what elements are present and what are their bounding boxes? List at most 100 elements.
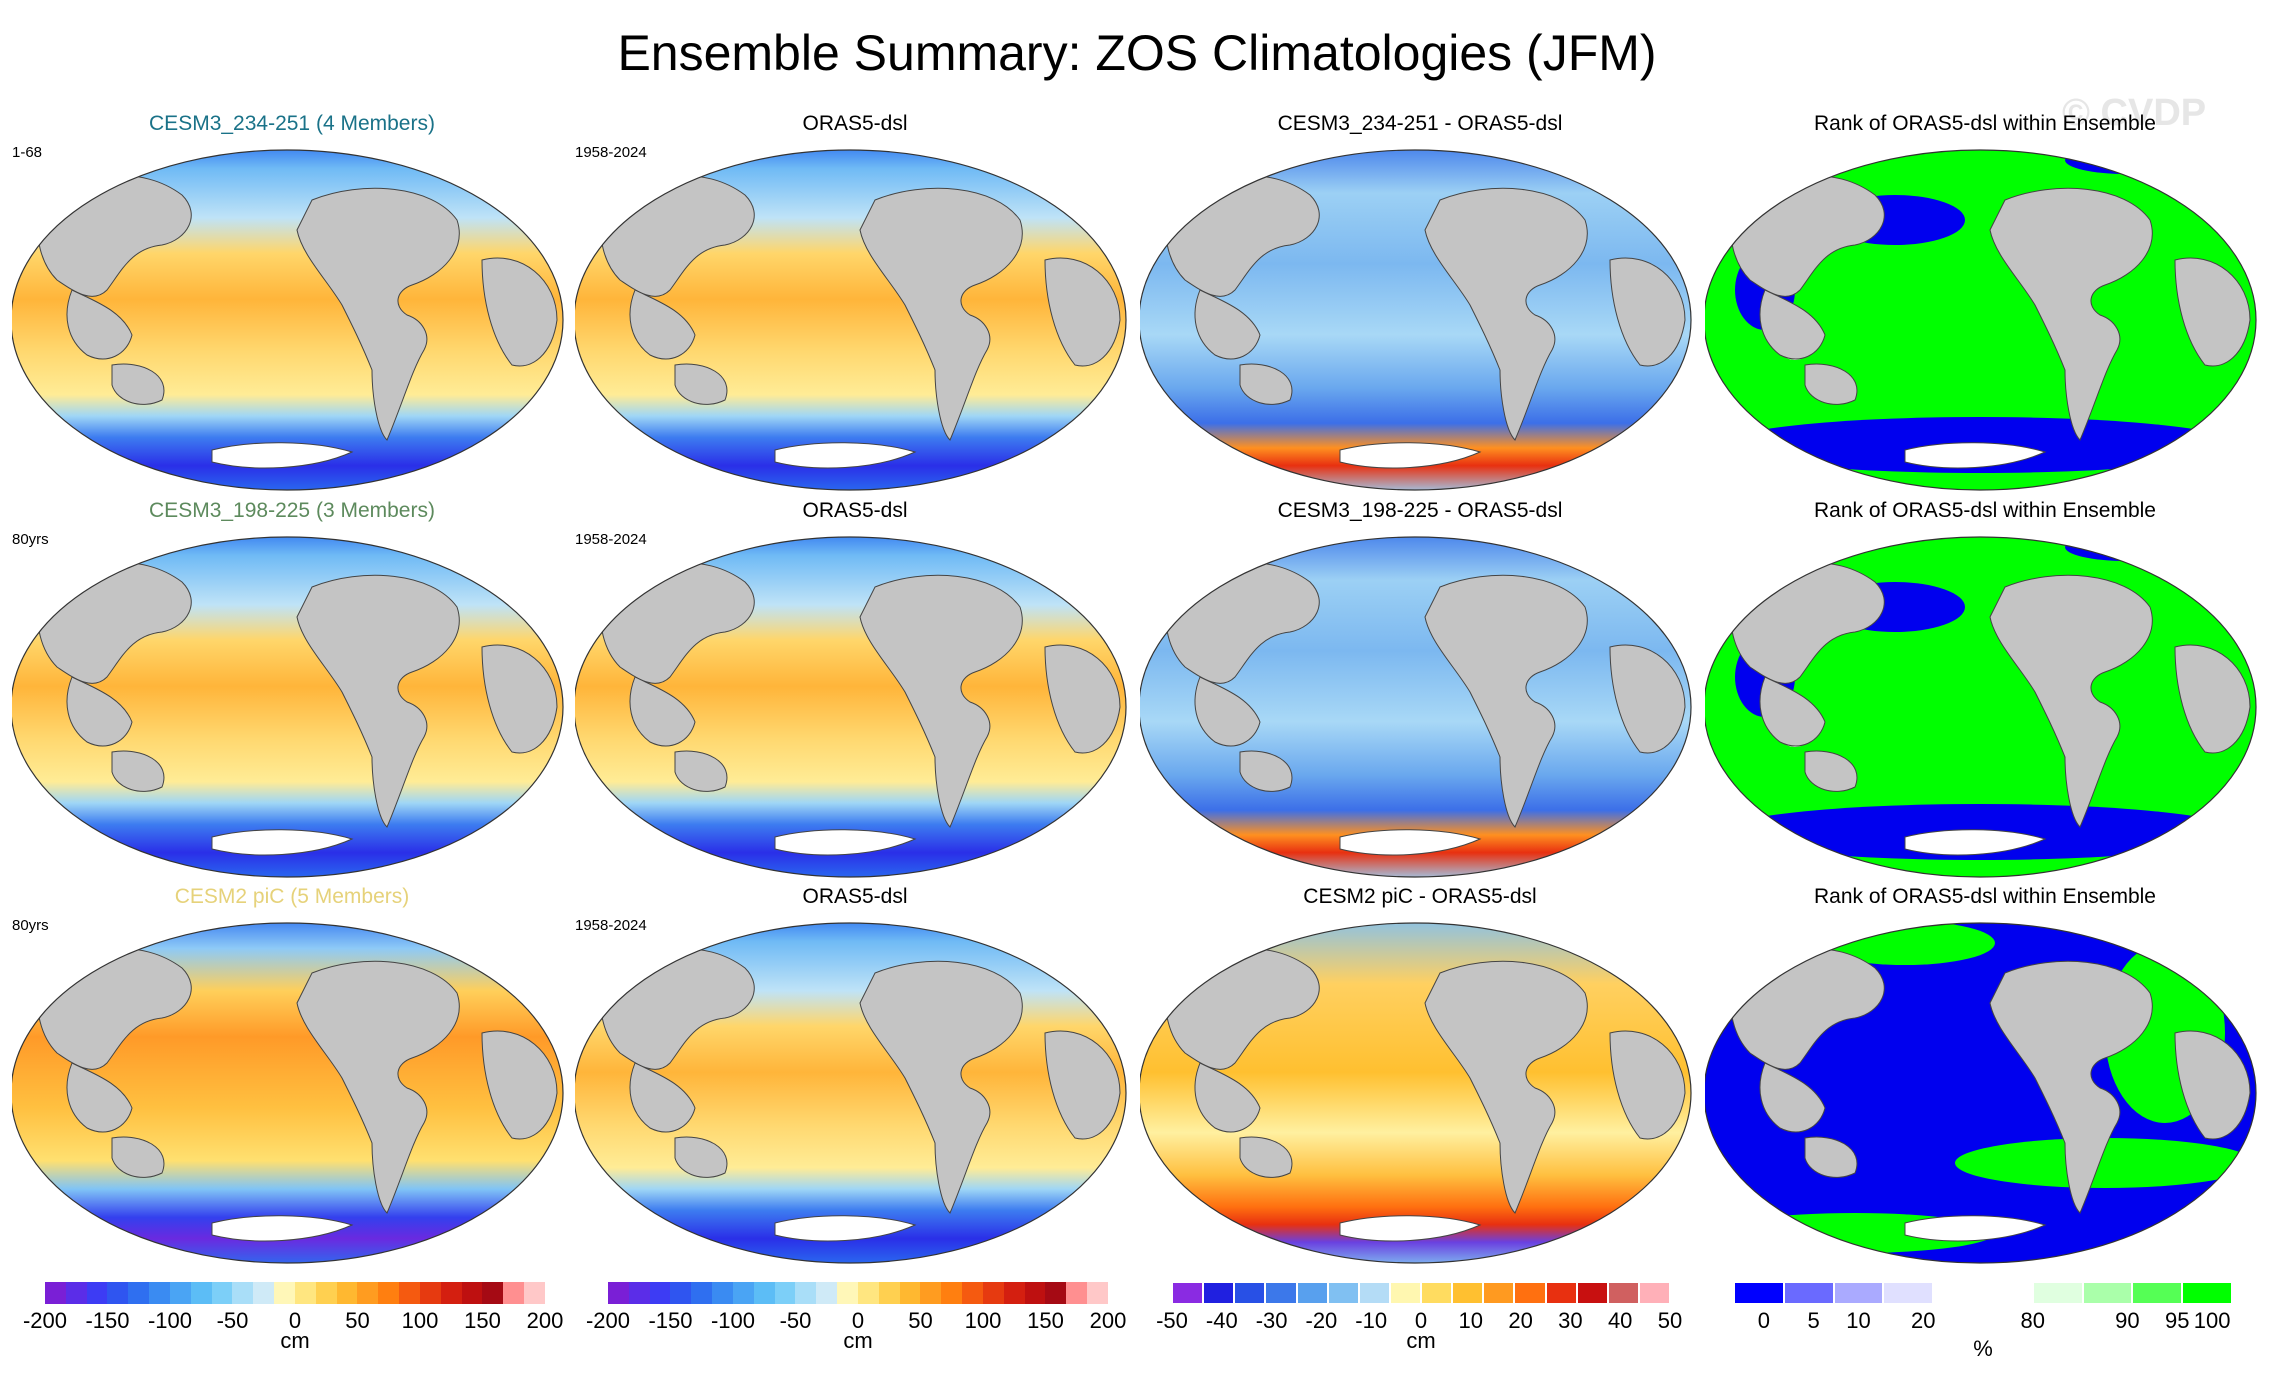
colorbar-tick-label: -20	[1305, 1308, 1338, 1333]
colorbar-swatch	[1982, 1282, 2033, 1304]
colorbar-swatch	[1833, 1282, 1884, 1304]
colorbar-swatch	[1358, 1282, 1390, 1304]
colorbar-swatch	[482, 1282, 504, 1304]
colorbar-swatch	[857, 1282, 879, 1304]
colorbar-tick-label: -10	[1355, 1308, 1388, 1333]
map-panel: ORAS5-dsl 1958-2024	[575, 885, 1135, 1264]
colorbar-tick-label: 0	[1757, 1308, 1770, 1333]
world-map	[1705, 922, 2257, 1264]
colorbar-swatch	[1234, 1282, 1266, 1304]
colorbar-unit-label: %	[1973, 1336, 1993, 1361]
colorbar-swatch	[357, 1282, 379, 1304]
colorbar-tick-label: -100	[147, 1308, 193, 1333]
colorbar-tick-label: -200	[22, 1308, 68, 1333]
colorbar-swatch	[732, 1282, 754, 1304]
world-map	[575, 149, 1127, 491]
watermark: © CVDP	[2062, 92, 2207, 134]
colorbar-swatch	[1638, 1282, 1670, 1304]
colorbar-tick-label: 100	[964, 1308, 1002, 1333]
colorbar-swatch	[878, 1282, 900, 1304]
colorbar-swatch	[86, 1282, 108, 1304]
world-map	[12, 922, 564, 1264]
colorbar-swatch	[232, 1282, 254, 1304]
colorbar-swatch	[774, 1282, 796, 1304]
colorbar-tick-label: -150	[648, 1308, 693, 1333]
world-map	[575, 922, 1127, 1264]
colorbar-swatch	[1607, 1282, 1639, 1304]
colorbar	[1172, 1282, 1670, 1304]
colorbar-tick-label: -30	[1255, 1308, 1288, 1333]
colorbar-tick-label: 30	[1558, 1308, 1583, 1333]
colorbar-tick-label: -50	[1156, 1308, 1188, 1333]
colorbar-swatch	[65, 1282, 87, 1304]
colorbar-swatch	[1045, 1282, 1067, 1304]
colorbar-swatch	[2032, 1282, 2083, 1304]
colorbar-swatch	[1003, 1282, 1025, 1304]
map-panel: Rank of ORAS5-dsl within Ensemble	[1705, 499, 2265, 878]
colorbar-tick-label: 50	[1657, 1308, 1683, 1333]
map-panel: CESM3_234-251 - ORAS5-dsl	[1140, 112, 1700, 491]
panel-period-label: 80yrs	[12, 531, 49, 548]
colorbar-tick-label: 0	[288, 1308, 302, 1333]
colorbar-swatch	[1087, 1282, 1108, 1304]
panel-period-label: 80yrs	[12, 917, 49, 934]
colorbar-swatch	[253, 1282, 275, 1304]
panel-period-label: 1958-2024	[575, 531, 647, 548]
colorbar-unit-label: cm	[843, 1328, 873, 1353]
colorbar-swatch	[169, 1282, 191, 1304]
colorbar-swatch	[1024, 1282, 1046, 1304]
panel-title: ORAS5-dsl	[802, 112, 908, 135]
colorbar-swatch	[2132, 1282, 2183, 1304]
colorbar-swatch	[211, 1282, 233, 1304]
colorbar-tick-label: 80	[2020, 1308, 2046, 1333]
colorbar-tick-label: -40	[1205, 1308, 1238, 1333]
map-panel: ORAS5-dsl 1958-2024	[575, 499, 1135, 878]
panel-period-label: 1-68	[12, 144, 43, 161]
colorbar-swatch	[1734, 1282, 1784, 1304]
colorbar-tick-label: 40	[1607, 1308, 1633, 1333]
colorbar-tick-label: 0	[851, 1308, 865, 1333]
colorbar-tick-label: 95	[2164, 1308, 2190, 1333]
colorbar-swatch	[1421, 1282, 1453, 1304]
map-panel: CESM2 piC - ORAS5-dsl	[1140, 885, 1700, 1264]
colorbar-tick-label: -50	[779, 1308, 812, 1333]
colorbar-swatch	[1783, 1282, 1834, 1304]
colorbar-swatch	[399, 1282, 420, 1304]
colorbar-swatch	[503, 1282, 525, 1304]
colorbar-tick-label: 150	[1027, 1308, 1064, 1333]
colorbar-swatch	[1545, 1282, 1577, 1304]
world-map	[12, 149, 564, 491]
colorbar-unit-label: cm	[1406, 1328, 1436, 1353]
colorbar	[1734, 1282, 2232, 1304]
panel-title: ORAS5-dsl	[802, 885, 908, 908]
colorbar-swatch	[1452, 1282, 1484, 1304]
colorbar-swatch	[107, 1282, 129, 1304]
panel-period-label: 1958-2024	[575, 917, 647, 934]
colorbar-swatch	[274, 1282, 295, 1304]
colorbar-swatch	[1066, 1282, 1088, 1304]
colorbar-tick-label: -50	[216, 1308, 249, 1333]
colorbar-swatch	[1483, 1282, 1515, 1304]
panel-title: CESM3_198-225 - ORAS5-dsl	[1277, 499, 1563, 522]
colorbar-swatch	[941, 1282, 963, 1304]
colorbar-tick-label: -100	[710, 1308, 756, 1333]
panel-title: CESM3_198-225 (3 Members)	[149, 499, 435, 522]
colorbar-swatch	[1883, 1282, 1934, 1304]
colorbar-tick-label: 200	[1089, 1308, 1127, 1333]
colorbar-tick-label: 10	[1846, 1308, 1871, 1333]
colorbar-tick-label: 20	[1508, 1308, 1533, 1333]
colorbar-swatch	[315, 1282, 337, 1304]
world-map	[575, 536, 1127, 878]
colorbar-tick-label: 150	[464, 1308, 501, 1333]
colorbar-swatch	[837, 1282, 858, 1304]
colorbar-swatch	[1203, 1282, 1235, 1304]
colorbar-swatch	[461, 1282, 483, 1304]
world-map	[1705, 149, 2257, 491]
panel-title: CESM2 piC (5 Members)	[174, 885, 410, 908]
panel-title: ORAS5-dsl	[802, 499, 908, 522]
map-panel: CESM3_198-225 - ORAS5-dsl	[1140, 499, 1700, 878]
colorbar-swatch	[816, 1282, 838, 1304]
colorbar-swatch	[899, 1282, 921, 1304]
colorbar-unit-label: cm	[280, 1328, 310, 1353]
colorbar	[45, 1282, 545, 1304]
